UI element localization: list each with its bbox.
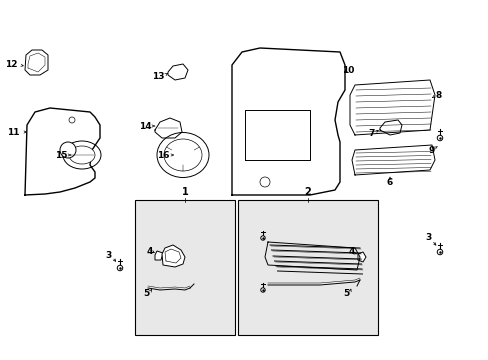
Ellipse shape — [163, 139, 202, 171]
Text: 6: 6 — [386, 177, 392, 186]
Bar — [238, 200, 377, 335]
Bar — [135, 200, 235, 335]
Circle shape — [260, 288, 264, 292]
Text: 3: 3 — [425, 234, 431, 243]
Text: 8: 8 — [434, 90, 440, 99]
Text: 3: 3 — [105, 251, 112, 260]
Text: 10: 10 — [341, 66, 354, 75]
Ellipse shape — [63, 141, 101, 169]
Circle shape — [117, 265, 122, 271]
Text: 4: 4 — [348, 248, 354, 256]
Text: 9: 9 — [428, 145, 434, 154]
Text: 16: 16 — [157, 150, 170, 159]
Text: 5: 5 — [342, 288, 348, 297]
Text: 2: 2 — [304, 187, 311, 197]
Text: 7: 7 — [368, 129, 374, 138]
Text: 13: 13 — [152, 72, 164, 81]
Text: 14: 14 — [139, 122, 152, 131]
Ellipse shape — [157, 132, 208, 177]
Polygon shape — [162, 245, 184, 267]
Text: 4: 4 — [146, 247, 153, 256]
Text: 1: 1 — [181, 187, 188, 197]
Text: 15: 15 — [55, 150, 68, 159]
Polygon shape — [357, 252, 365, 262]
Text: 11: 11 — [7, 127, 20, 136]
Circle shape — [60, 142, 76, 158]
Text: 12: 12 — [5, 59, 18, 68]
Circle shape — [69, 117, 75, 123]
Polygon shape — [168, 64, 187, 80]
Ellipse shape — [69, 146, 95, 164]
Polygon shape — [25, 50, 48, 75]
Circle shape — [260, 177, 269, 187]
Text: 5: 5 — [142, 288, 149, 297]
Circle shape — [260, 236, 264, 240]
Circle shape — [436, 135, 442, 141]
Circle shape — [436, 249, 442, 255]
Polygon shape — [155, 251, 163, 260]
